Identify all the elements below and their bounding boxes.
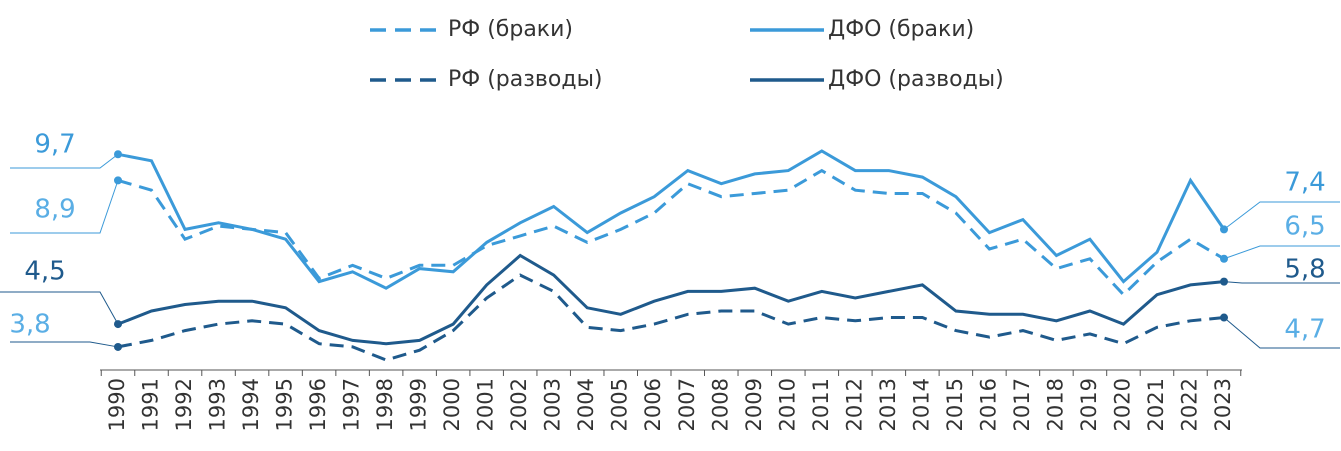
end-point: [1220, 313, 1228, 322]
x-tick-label: 1994: [239, 378, 263, 431]
x-tick-label: 2010: [775, 378, 799, 431]
value-label: 4,5: [24, 257, 65, 287]
x-tick-label: 2009: [742, 378, 766, 431]
label-leader: [10, 180, 119, 234]
end-point: [114, 176, 122, 185]
x-tick-label: 1997: [340, 378, 364, 431]
x-tick-label: 2002: [507, 378, 531, 431]
value-label: 5,8: [1284, 255, 1325, 285]
series-line: [117, 168, 1225, 297]
x-tick-label: 1991: [139, 378, 163, 431]
x-tick-label: 2006: [641, 378, 665, 431]
value-label: 8,9: [34, 195, 75, 225]
end-point: [114, 150, 122, 159]
legend-label: ДФО (разводы): [828, 67, 1004, 92]
value-label: 4,7: [1284, 315, 1325, 345]
x-tick-label: 2012: [842, 378, 866, 431]
x-tick-label: 2013: [876, 378, 900, 431]
end-point: [114, 320, 122, 329]
x-tick-label: 2014: [909, 378, 933, 431]
end-point: [1220, 277, 1228, 286]
x-tick-label: 1993: [206, 378, 230, 431]
label-leader: [1223, 281, 1340, 284]
x-tick-label: 2011: [809, 378, 833, 431]
x-tick-label: 1990: [105, 378, 129, 431]
legend-label: ДФО (браки): [828, 17, 974, 42]
x-tick-label: 2018: [1043, 378, 1067, 431]
value-label: 7,4: [1284, 168, 1325, 198]
x-tick-label: 1999: [407, 378, 431, 431]
x-tick-label: 2015: [943, 378, 967, 431]
x-tick-label: 2019: [1077, 378, 1101, 431]
x-tick-label: 2001: [474, 378, 498, 431]
x-tick-label: 2005: [608, 378, 632, 431]
x-tick-label: 2016: [976, 378, 1000, 431]
label-leader: [1223, 245, 1340, 260]
label-leader: [0, 291, 119, 325]
label-leader: [10, 153, 119, 169]
end-point: [1220, 254, 1228, 263]
label-leader: [1223, 201, 1340, 230]
x-tick-label: 1996: [306, 378, 330, 431]
legend-label: РФ (браки): [448, 17, 573, 42]
x-tick-label: 1998: [373, 378, 397, 431]
x-tick-label: 1992: [172, 378, 196, 431]
series-line: [117, 149, 1226, 290]
x-tick-label: 2020: [1110, 378, 1134, 431]
legend-label: РФ (разводы): [448, 67, 603, 92]
end-point: [114, 342, 122, 351]
series-line: [117, 253, 1225, 346]
x-tick-label: 2021: [1144, 378, 1168, 431]
x-tick-label: 2017: [1010, 378, 1034, 431]
label-leader: [1223, 317, 1340, 349]
x-tick-label: 2023: [1211, 378, 1235, 431]
end-point: [1220, 225, 1228, 234]
x-tick-label: 2003: [541, 378, 565, 431]
value-label: 3,8: [9, 310, 50, 340]
x-tick-label: 2008: [708, 378, 732, 431]
value-label: 9,7: [34, 130, 75, 160]
x-tick-label: 2004: [574, 378, 598, 431]
series-line: [117, 273, 1225, 362]
x-tick-label: 2000: [440, 378, 464, 431]
x-tick-label: 1995: [273, 378, 297, 431]
value-label: 6,5: [1284, 212, 1325, 242]
x-tick-label: 2022: [1177, 378, 1201, 431]
label-leader: [10, 341, 119, 348]
x-tick-label: 2007: [675, 378, 699, 431]
